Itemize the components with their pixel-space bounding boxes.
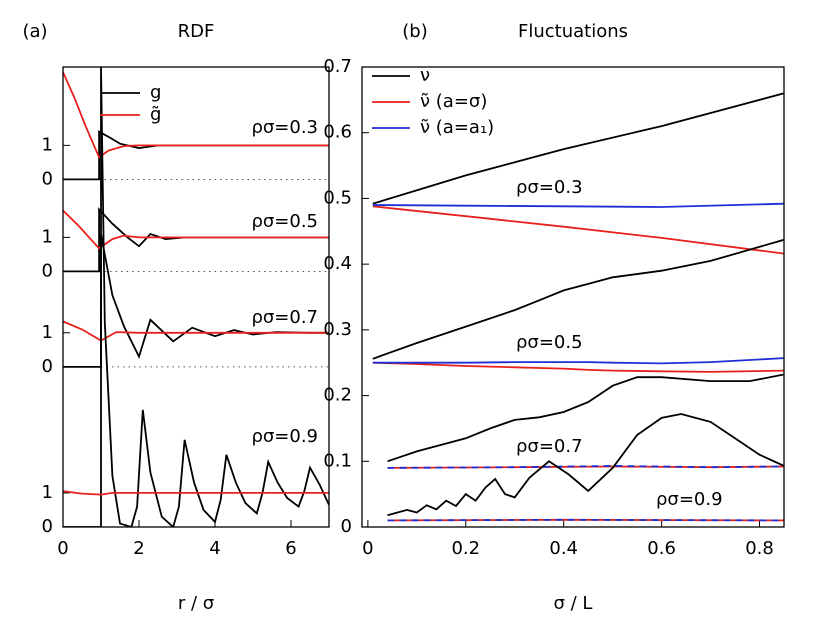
x-tick-label: 0.8 [745,538,774,559]
group-label: ρσ=0.7 [251,307,318,328]
curve [387,413,784,517]
curve [63,320,329,342]
legend-label: g [150,82,161,103]
y-tick-label: 0 [42,356,53,377]
legend-label: g̃ [150,104,161,125]
chart-title: Fluctuations [518,21,628,42]
curve [372,202,784,208]
y-tick-label: 0.1 [323,450,352,471]
x-tick-label: 0.6 [647,538,676,559]
y-tick-label: 0.3 [323,319,352,340]
chart-title: RDF [178,21,215,42]
x-tick-label: 2 [133,538,144,559]
curve [372,361,784,373]
y-tick-label: 0 [341,516,352,537]
curve [387,464,784,469]
plot-frame [62,66,330,528]
group-label: ρσ=0.7 [516,436,583,457]
panel-label: (a) [22,21,47,42]
y-tick-label: 1 [42,482,53,503]
y-tick-label: 0.2 [323,385,352,406]
curve [63,490,329,496]
y-tick-label: 0.6 [323,122,352,143]
y-tick-label: 0 [42,516,53,537]
y-tick-label: 0 [42,168,53,189]
y-tick-label: 0.7 [323,56,352,77]
curve [387,373,784,463]
x-tick-label: 4 [209,538,220,559]
x-tick-label: 6 [285,538,296,559]
x-axis-label: r / σ [178,593,214,614]
curve [63,209,329,250]
group-label: ρσ=0.3 [516,177,583,198]
curve [372,205,784,255]
x-tick-label: 0 [57,538,68,559]
y-tick-label: 1 [42,226,53,247]
y-tick-label: 0.4 [323,253,352,274]
curve [63,71,329,159]
panel-label: (b) [402,21,427,42]
curve [63,67,329,527]
x-axis-label: σ / L [554,593,593,614]
curve [387,518,784,522]
y-tick-label: 0.5 [323,187,352,208]
y-tick-label: 1 [42,322,53,343]
curve [372,238,784,360]
y-tick-label: 0 [42,260,53,281]
group-label: ρσ=0.3 [251,117,318,138]
group-label: ρσ=0.9 [251,426,318,447]
curve [372,357,784,365]
legend-label: ν̃ (a=σ) [420,91,487,112]
plot-frame [361,66,785,528]
curve [372,92,784,205]
group-label: ρσ=0.9 [656,489,723,510]
x-tick-label: 0.4 [549,538,578,559]
y-tick-label: 1 [42,134,53,155]
x-tick-label: 0 [362,538,373,559]
group-label: ρσ=0.5 [251,211,318,232]
x-tick-label: 0.2 [451,538,480,559]
group-label: ρσ=0.5 [516,332,583,353]
legend-label: ν [420,65,430,86]
legend-label: ν̃ (a=a₁) [420,117,494,138]
